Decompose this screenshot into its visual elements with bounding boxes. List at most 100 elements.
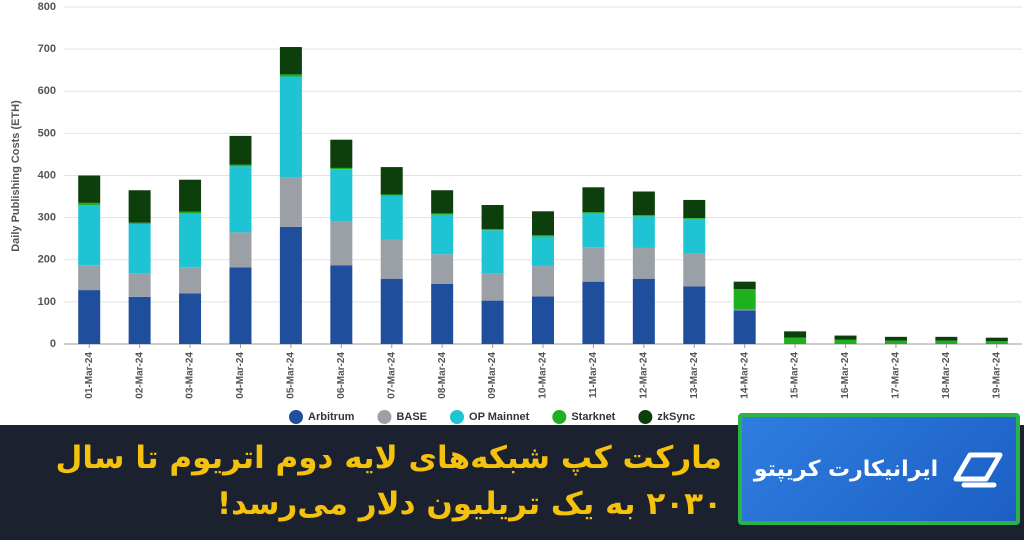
bar-segment [834, 335, 857, 340]
x-tick-label: 13-Mar-24 [689, 352, 700, 399]
bar-segment [128, 222, 151, 224]
legend-marker [377, 410, 392, 424]
legend-marker [552, 410, 567, 424]
bar-segment [431, 254, 454, 284]
bar-segment [532, 266, 554, 297]
bar-segment [330, 139, 353, 168]
y-tick-label: 300 [38, 212, 56, 224]
bar-segment [330, 169, 353, 221]
bar-segment [481, 204, 504, 229]
bar-segment [935, 336, 958, 341]
bar-segment [330, 220, 353, 266]
bar-segment [985, 337, 1008, 342]
y-tick-label: 100 [38, 296, 56, 308]
bar-segment [380, 195, 403, 240]
bar-segment [78, 265, 101, 291]
bar-segment [78, 290, 101, 344]
legend-marker [450, 410, 465, 424]
bar-segment [985, 341, 1008, 344]
bar-segment [128, 223, 151, 274]
bar-segment [481, 273, 504, 301]
bar-segment [481, 300, 504, 344]
y-tick-label: 500 [38, 127, 56, 139]
x-tick-label: 01-Mar-24 [84, 352, 95, 399]
bar-segment [279, 74, 302, 77]
bar-segment [128, 190, 151, 223]
bar-segment [784, 331, 807, 338]
bar-segment [683, 199, 706, 219]
bar-segment [582, 281, 605, 344]
x-tick-label: 17-Mar-24 [891, 352, 902, 399]
x-tick-label: 05-Mar-24 [286, 352, 297, 399]
bar-segment [532, 236, 554, 267]
legend-label: zkSync [657, 411, 695, 423]
x-tick-label: 08-Mar-24 [437, 352, 448, 399]
bar-segment [632, 191, 655, 216]
brand-box[interactable]: ایرانیکارت کریپتو [738, 413, 1020, 525]
y-tick-label: 700 [38, 43, 56, 55]
y-tick-label: 200 [38, 254, 56, 266]
bar-segment [582, 187, 605, 213]
bar-segment [683, 253, 706, 287]
bar-segment [733, 310, 756, 344]
legend-marker [289, 410, 303, 424]
y-tick-label: 800 [38, 1, 56, 13]
bar-segment [532, 211, 554, 236]
bar-segment [380, 278, 403, 344]
bar-segment [229, 232, 252, 268]
x-tick-label: 09-Mar-24 [487, 352, 498, 399]
x-tick-label: 06-Mar-24 [336, 352, 347, 399]
x-tick-label: 14-Mar-24 [739, 352, 750, 399]
bar-segment [532, 296, 554, 344]
bar-segment [481, 228, 504, 231]
legend-label: BASE [396, 411, 427, 423]
bar-segment [330, 167, 353, 170]
bar-segment [683, 218, 706, 219]
bar-segment [431, 214, 454, 255]
bar-segment [431, 283, 454, 344]
bar-segment [784, 337, 807, 344]
legend-label: Arbitrum [308, 411, 355, 423]
x-tick-label: 15-Mar-24 [790, 352, 801, 399]
bar-segment [380, 194, 403, 196]
bar-segment [632, 216, 655, 248]
bar-segment [229, 164, 252, 167]
bar-segment [179, 293, 202, 344]
bar-segment [330, 265, 353, 344]
bar-segment [632, 278, 655, 344]
y-tick-label: 0 [50, 338, 56, 350]
x-tick-label: 02-Mar-24 [134, 352, 145, 399]
bar-segment [380, 239, 403, 279]
legend-marker [638, 410, 653, 424]
bar-segment [179, 179, 202, 212]
bar-segment [229, 267, 252, 344]
legend-label: OP Mainnet [469, 411, 530, 423]
bar-segment [78, 175, 101, 203]
x-tick-label: 16-Mar-24 [840, 352, 851, 399]
x-tick-label: 19-Mar-24 [991, 352, 1002, 399]
bar-segment [179, 211, 202, 214]
bar-segment [733, 281, 756, 290]
brand-name[interactable]: ایرانیکارت کریپتو [753, 456, 939, 482]
bar-segment [632, 215, 655, 217]
bar-segment [279, 177, 302, 227]
bar-segment [834, 339, 857, 344]
bar-segment [229, 135, 252, 165]
bar-segment [179, 213, 202, 268]
y-tick-label: 600 [38, 85, 56, 97]
bar-segment [431, 213, 454, 215]
bar-segment [683, 286, 706, 344]
bar-segment [481, 230, 504, 274]
bar-segment [532, 235, 554, 237]
bar-segment [78, 202, 101, 205]
x-tick-label: 10-Mar-24 [538, 352, 549, 399]
x-tick-label: 11-Mar-24 [588, 352, 599, 399]
x-tick-label: 12-Mar-24 [638, 352, 649, 399]
legend-label: Starknet [571, 411, 615, 423]
bar-segment [683, 218, 706, 254]
bar-segment [632, 247, 655, 279]
bar-segment [935, 340, 958, 344]
bar-segment [179, 267, 202, 294]
